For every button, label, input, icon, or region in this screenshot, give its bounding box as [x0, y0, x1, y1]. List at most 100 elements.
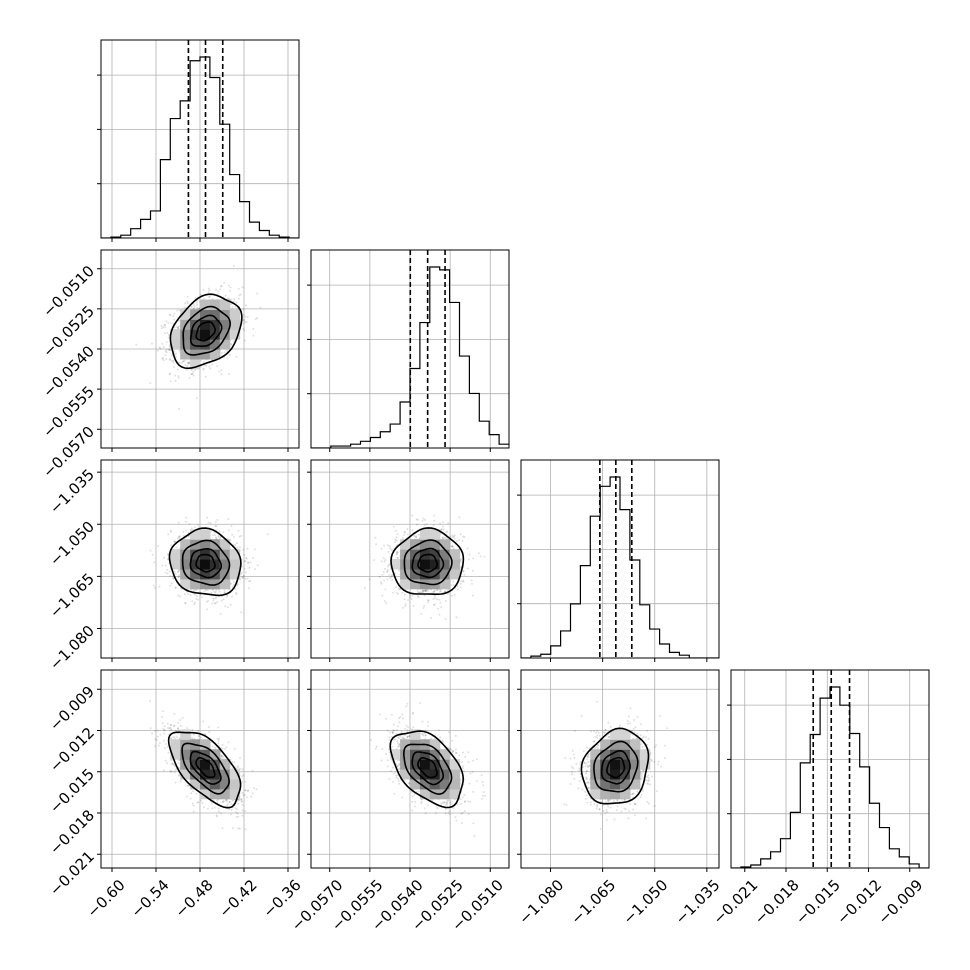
density-cell — [190, 549, 201, 560]
panel-content — [311, 460, 509, 658]
scatter-point — [456, 585, 459, 588]
scatter-point — [165, 348, 168, 351]
scatter-point — [432, 590, 435, 593]
density-cell — [209, 349, 221, 360]
scatter-point — [424, 519, 426, 521]
scatter-point — [217, 535, 220, 538]
scatter-point — [395, 586, 398, 589]
scatter-point — [202, 288, 205, 291]
scatter-point — [164, 350, 167, 353]
scatter-point — [410, 598, 413, 600]
scatter-point — [166, 572, 169, 575]
scatter-point — [382, 557, 385, 560]
scatter-point — [203, 590, 206, 593]
scatter-point — [375, 543, 378, 546]
scatter-point — [178, 349, 181, 352]
scatter-point — [244, 315, 247, 318]
scatter-point — [423, 523, 426, 526]
scatter-point — [174, 374, 177, 377]
scatter-point — [174, 352, 177, 355]
scatter-point — [215, 814, 218, 817]
scatter-point — [246, 577, 249, 580]
scatter-point — [171, 770, 173, 773]
scatter-point — [173, 570, 176, 573]
scatter-point — [444, 599, 447, 602]
scatter-point — [383, 579, 386, 582]
scatter-point — [178, 535, 181, 538]
density-cell — [180, 309, 191, 320]
scatter-point — [240, 611, 243, 614]
panel-2-0 — [97, 459, 300, 662]
scatter-point — [437, 607, 439, 610]
scatter-point — [462, 535, 465, 538]
density-cell — [200, 309, 211, 320]
panel-content — [521, 460, 719, 658]
density-cell — [419, 568, 431, 580]
scatter-point — [242, 319, 245, 322]
scatter-point — [231, 533, 234, 536]
scatter-point — [232, 340, 235, 343]
scatter-point — [395, 536, 398, 539]
density-cell — [170, 549, 181, 560]
scatter-point — [232, 827, 234, 830]
scatter-point — [173, 318, 176, 321]
scatter-point — [394, 529, 397, 532]
scatter-point — [435, 598, 438, 601]
scatter-point — [217, 534, 220, 537]
scatter-point — [182, 360, 185, 363]
scatter-point — [188, 362, 190, 364]
scatter-point — [237, 529, 240, 532]
scatter-point — [169, 771, 172, 774]
scatter-point — [169, 358, 172, 360]
scatter-point — [472, 594, 474, 597]
scatter-point — [422, 590, 425, 593]
scatter-point — [170, 359, 173, 362]
scatter-point — [221, 743, 224, 746]
scatter-point — [404, 603, 407, 606]
scatter-point — [187, 535, 190, 538]
density-cell — [170, 559, 181, 570]
scatter-point — [420, 612, 423, 615]
scatter-point — [205, 364, 208, 367]
scatter-point — [266, 533, 269, 536]
scatter-point — [245, 321, 248, 324]
scatter-point — [244, 578, 247, 580]
density-cell — [200, 568, 211, 580]
scatter-point — [220, 599, 223, 602]
scatter-point — [186, 362, 189, 365]
scatter-point — [444, 618, 447, 620]
scatter-point — [244, 304, 247, 307]
scatter-point — [168, 348, 171, 351]
scatter-point — [478, 552, 480, 555]
scatter-point — [178, 535, 181, 538]
scatter-point — [170, 728, 173, 731]
scatter-point — [443, 537, 446, 539]
scatter-point — [170, 322, 173, 325]
scatter-point — [183, 359, 186, 362]
scatter-point — [151, 553, 154, 556]
scatter-point — [407, 599, 410, 601]
scatter-point — [203, 297, 206, 300]
scatter-point — [178, 574, 181, 577]
scatter-point — [177, 377, 180, 379]
scatter-point — [204, 375, 207, 378]
scatter-point — [243, 339, 246, 342]
scatter-point — [452, 584, 455, 587]
scatter-point — [411, 529, 414, 532]
scatter-point — [433, 591, 436, 594]
scatter-point — [207, 291, 210, 294]
scatter-point — [232, 584, 235, 587]
scatter-point — [215, 365, 218, 368]
scatter-point — [179, 595, 181, 598]
panel-content — [101, 670, 299, 868]
scatter-point — [396, 556, 399, 559]
density-cell — [429, 559, 441, 570]
scatter-point — [451, 545, 454, 548]
scatter-point — [217, 290, 220, 293]
scatter-point — [241, 286, 244, 289]
scatter-point — [180, 780, 182, 783]
scatter-point — [216, 600, 219, 603]
density-cell — [200, 529, 211, 540]
scatter-point — [231, 798, 234, 801]
scatter-point — [227, 297, 230, 300]
